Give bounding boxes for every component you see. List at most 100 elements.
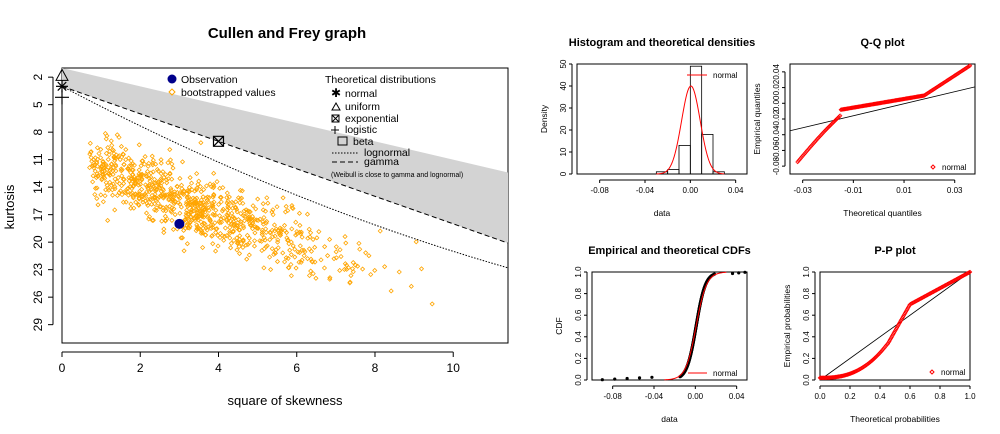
bootstrap-point	[116, 190, 122, 196]
bootstrap-point	[228, 218, 234, 224]
bootstrap-point	[188, 180, 195, 186]
bootstrap-point	[228, 245, 234, 251]
bootstrap-point	[269, 209, 275, 215]
bootstrap-point	[202, 221, 208, 227]
bootstrap-point	[215, 243, 221, 249]
bootstrap-point	[288, 239, 294, 245]
panel-y-label: Empirical probabilities	[782, 285, 792, 368]
bootstrap-point	[143, 173, 149, 179]
y-tick-label: 20	[31, 235, 45, 249]
bootstrap-point	[342, 234, 348, 240]
bootstrap-point	[169, 209, 175, 215]
histogram-bar	[689, 65, 703, 175]
bootstrap-point	[119, 183, 125, 189]
bootstrap-point	[377, 228, 383, 234]
bootstrap-point	[302, 249, 308, 255]
bootstrap-point	[224, 207, 230, 213]
bootstrap-point	[210, 185, 216, 191]
pp-point	[893, 326, 899, 332]
bootstrap-point	[314, 235, 320, 241]
bootstrap-point	[97, 169, 103, 176]
bootstrap-point	[164, 180, 170, 186]
panel-y-tick-label: 0	[559, 171, 568, 176]
bootstrap-point	[115, 175, 121, 181]
normal-star-stroke	[57, 81, 67, 92]
bootstrap-point	[269, 227, 275, 233]
bootstrap-point	[105, 185, 111, 191]
pp-point	[887, 337, 893, 343]
bootstrap-point	[172, 212, 178, 218]
bootstrap-point	[167, 193, 173, 199]
bootstrap-point	[211, 191, 217, 198]
bootstrap-point	[292, 246, 298, 252]
bootstrap-point	[120, 199, 126, 205]
bootstrap-point	[352, 262, 359, 268]
bootstrap-point	[306, 226, 312, 232]
bootstrap-point	[135, 182, 142, 188]
bootstrap-point	[318, 257, 324, 263]
bootstrap-point	[130, 167, 136, 173]
panel-x-tick-label: 0.00	[688, 392, 704, 401]
bootstrap-point	[239, 188, 245, 194]
qq-point	[967, 63, 973, 69]
bootstrap-point	[165, 160, 171, 166]
bootstrap-point	[184, 191, 190, 197]
y-tick-label: 14	[31, 180, 45, 194]
bootstrap-point	[247, 220, 253, 226]
bootstrap-point	[310, 236, 316, 242]
panel-x-tick-label: -0.04	[645, 392, 664, 401]
bootstrap-point	[112, 184, 118, 190]
bootstrap-point	[261, 265, 267, 271]
bootstrap-point	[207, 217, 213, 223]
pp-point	[905, 305, 911, 310]
bootstrap-point	[227, 230, 233, 236]
bootstrap-point	[322, 244, 328, 250]
bootstrap-point	[119, 167, 125, 173]
x-tick-label: 6	[293, 361, 300, 375]
bootstrap-point	[87, 151, 93, 157]
bootstrap-point	[205, 213, 211, 219]
bootstrap-point	[366, 253, 372, 259]
bootstrap-point	[163, 177, 170, 183]
bootstrap-point	[92, 191, 98, 198]
bootstrap-point	[190, 208, 196, 214]
bootstrap-point	[155, 200, 161, 206]
bootstrap-point	[129, 172, 136, 178]
bootstrap-point	[253, 206, 259, 212]
bootstrap-point	[108, 138, 114, 144]
bootstrap-point	[102, 171, 108, 177]
panel-y-label: CDF	[554, 317, 564, 334]
bootstrap-point	[234, 247, 240, 253]
bootstrap-point	[163, 208, 169, 214]
pp-point	[902, 310, 908, 316]
bootstrap-point	[264, 195, 270, 201]
bootstrap-point	[186, 189, 192, 195]
bootstrap-point	[90, 163, 96, 169]
bootstrap-point	[264, 218, 270, 225]
panel-y-label: Empirical quantiles	[752, 83, 762, 154]
bootstrap-point	[217, 185, 223, 191]
bootstrap-point	[212, 220, 218, 226]
bootstrap-point	[252, 230, 258, 236]
bootstrap-point	[136, 142, 142, 148]
bootstrap-point	[134, 192, 140, 198]
pp-point	[890, 333, 895, 339]
bootstrap-point	[277, 230, 284, 237]
bootstrap-point	[128, 201, 134, 207]
pp-point	[894, 325, 900, 330]
bootstrap-point	[169, 176, 175, 182]
panel-x-tick-label: 0.03	[947, 186, 963, 195]
bootstrap-point	[109, 142, 115, 148]
pp-point	[897, 320, 903, 325]
bootstrap-point	[212, 212, 218, 218]
legend-logistic-marker	[331, 126, 339, 134]
bootstrap-point	[206, 207, 212, 213]
bootstrap-point	[140, 194, 146, 200]
cdf-point	[650, 375, 654, 379]
bootstrap-point	[263, 220, 269, 226]
bootstrap-point	[128, 191, 134, 197]
bootstrap-point	[89, 158, 95, 164]
bootstrap-point	[263, 229, 269, 235]
bootstrap-point	[90, 179, 96, 185]
bootstrap-point	[152, 194, 158, 200]
